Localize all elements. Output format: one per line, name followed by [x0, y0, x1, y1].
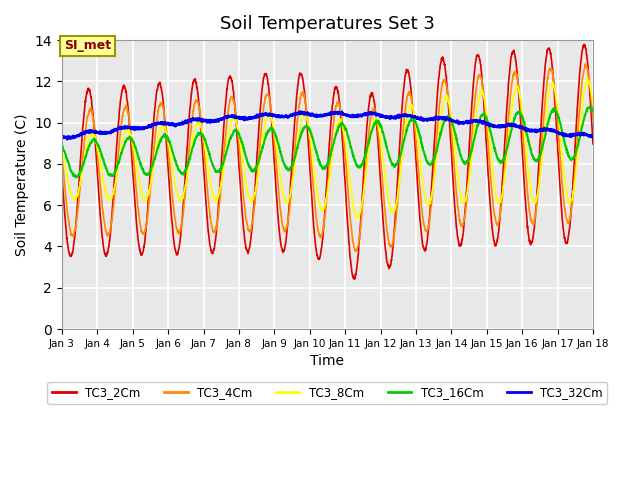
Line: TC3_16Cm: TC3_16Cm	[62, 107, 593, 178]
Title: Soil Temperatures Set 3: Soil Temperatures Set 3	[220, 15, 435, 33]
TC3_2Cm	[573, 103, 581, 108]
TC3_32Cm	[85, 128, 93, 134]
TC3_16Cm	[317, 162, 324, 168]
TC3_2Cm	[350, 276, 358, 282]
TC3_2Cm	[58, 173, 66, 179]
TC3_16Cm	[573, 144, 581, 149]
TC3_2Cm	[580, 41, 588, 47]
Line: TC3_4Cm: TC3_4Cm	[62, 64, 593, 252]
TC3_32Cm	[574, 132, 582, 137]
TC3_16Cm	[58, 142, 66, 148]
TC3_8Cm	[316, 203, 324, 209]
TC3_32Cm	[63, 136, 71, 142]
TC3_16Cm	[589, 108, 596, 114]
Text: SI_met: SI_met	[63, 39, 111, 52]
TC3_32Cm	[317, 112, 324, 118]
TC3_8Cm	[302, 114, 310, 120]
TC3_4Cm	[302, 105, 310, 110]
TC3_4Cm	[351, 249, 359, 254]
TC3_8Cm	[584, 75, 591, 81]
TC3_16Cm	[303, 123, 310, 129]
TC3_32Cm	[303, 110, 310, 116]
TC3_4Cm	[573, 134, 581, 140]
TC3_16Cm	[72, 175, 80, 180]
TC3_8Cm	[573, 153, 581, 159]
X-axis label: Time: Time	[310, 354, 344, 368]
Line: TC3_32Cm: TC3_32Cm	[62, 111, 593, 139]
TC3_4Cm	[589, 116, 596, 122]
TC3_8Cm	[85, 136, 93, 142]
TC3_2Cm	[574, 97, 582, 103]
TC3_32Cm	[58, 133, 66, 139]
TC3_4Cm	[476, 72, 484, 78]
TC3_32Cm	[589, 135, 596, 141]
TC3_16Cm	[85, 143, 93, 149]
Legend: TC3_2Cm, TC3_4Cm, TC3_8Cm, TC3_16Cm, TC3_32Cm: TC3_2Cm, TC3_4Cm, TC3_8Cm, TC3_16Cm, TC3…	[47, 382, 607, 404]
TC3_2Cm	[316, 253, 324, 259]
TC3_16Cm	[476, 115, 484, 120]
Y-axis label: Soil Temperature (C): Soil Temperature (C)	[15, 113, 29, 256]
TC3_8Cm	[476, 89, 484, 95]
TC3_2Cm	[302, 105, 310, 111]
TC3_4Cm	[85, 109, 93, 115]
TC3_4Cm	[574, 131, 582, 137]
TC3_32Cm	[477, 119, 484, 124]
TC3_32Cm	[574, 131, 582, 137]
TC3_16Cm	[574, 143, 582, 149]
TC3_16Cm	[586, 104, 593, 110]
Line: TC3_2Cm: TC3_2Cm	[62, 44, 593, 279]
TC3_4Cm	[58, 152, 66, 157]
TC3_4Cm	[581, 61, 589, 67]
TC3_8Cm	[589, 102, 596, 108]
TC3_2Cm	[476, 60, 484, 66]
TC3_8Cm	[574, 150, 582, 156]
TC3_4Cm	[316, 233, 324, 239]
TC3_32Cm	[296, 108, 304, 114]
TC3_8Cm	[58, 145, 66, 151]
TC3_8Cm	[355, 216, 362, 221]
Line: TC3_8Cm: TC3_8Cm	[62, 78, 593, 218]
TC3_2Cm	[589, 141, 596, 147]
TC3_2Cm	[85, 86, 93, 92]
